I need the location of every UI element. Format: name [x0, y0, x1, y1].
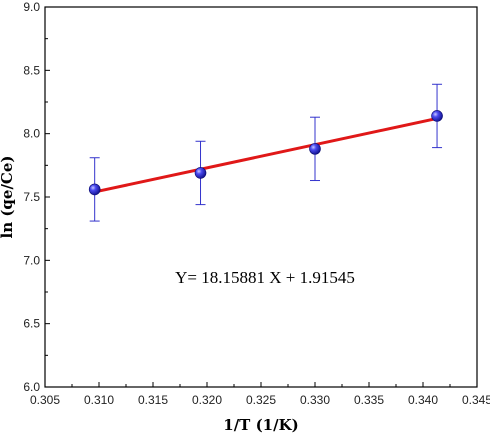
- fit-line-group: [94, 117, 438, 194]
- x-axis-ticks: 0.305 0.310 0.315 0.320 0.325 0.330 0.335 0.340…: [30, 382, 490, 407]
- fit-line: [94, 117, 438, 194]
- y-axis-title: ln (qe/Ce): [0, 155, 16, 238]
- x-tick-label: 0.345: [462, 393, 490, 407]
- x-tick-label: 0.315: [138, 393, 168, 407]
- equation-annotation: Y= 18.15881 X + 1.91545: [175, 268, 355, 287]
- x-tick-label: 0.340: [408, 393, 438, 407]
- y-tick-label: 8.5: [23, 63, 40, 77]
- data-point: [309, 143, 321, 155]
- data-point: [194, 167, 207, 179]
- plot-frame: [44, 6, 478, 388]
- y-axis-ticks: 6.0 6.5 7.0 7.5 8.0 8.5 9.0: [23, 0, 50, 394]
- data-point: [88, 183, 101, 196]
- data-points: [88, 110, 443, 196]
- x-tick-label: 0.310: [84, 393, 114, 407]
- x-axis-title: 1/T (1/K): [223, 416, 298, 434]
- y-tick-label: 7.0: [23, 253, 40, 267]
- x-tick-label: 0.320: [192, 393, 222, 407]
- y-tick-label: 6.0: [23, 380, 40, 394]
- x-tick-label: 0.305: [30, 393, 60, 407]
- y-tick-label: 7.5: [23, 190, 40, 204]
- y-tick-label: 8.0: [23, 127, 40, 141]
- x-tick-label: 0.325: [246, 393, 276, 407]
- data-point: [431, 110, 443, 122]
- y-tick-label: 6.5: [23, 317, 40, 331]
- x-tick-label: 0.335: [354, 393, 384, 407]
- x-tick-label: 0.330: [300, 393, 330, 407]
- y-tick-label: 9.0: [23, 0, 40, 14]
- error-bars: [89, 83, 443, 222]
